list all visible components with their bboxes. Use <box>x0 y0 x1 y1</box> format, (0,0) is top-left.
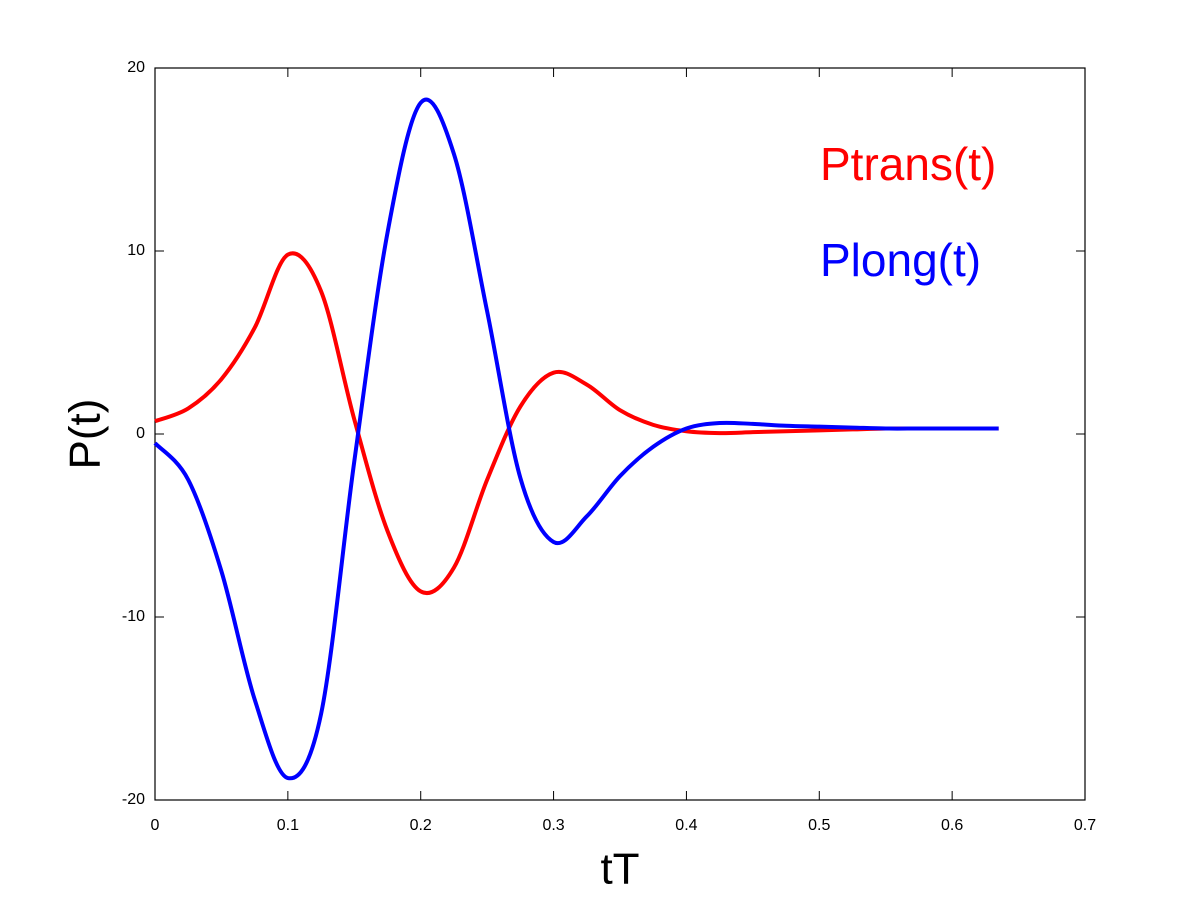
x-tick-label: 0.5 <box>808 817 830 834</box>
line-series <box>154 251 999 595</box>
x-tick-label: 0.7 <box>1074 817 1096 834</box>
x-tick-label: 0 <box>151 817 160 834</box>
y-tick-label: -20 <box>122 791 145 808</box>
x-axis-label: tT <box>600 845 639 894</box>
y-tick-label: 20 <box>127 59 145 76</box>
x-tick-label: 0.1 <box>277 817 299 834</box>
y-tick-label: 10 <box>127 242 145 259</box>
legend-entry: Plong(t) <box>820 234 981 286</box>
y-axis-label: P(t) <box>61 399 110 470</box>
y-tick-label: 0 <box>136 425 145 442</box>
x-tick-label: 0.6 <box>941 817 963 834</box>
y-tick-label: -10 <box>122 608 145 625</box>
legend-entry: Ptrans(t) <box>820 138 996 190</box>
x-tick-label: 0.4 <box>675 817 697 834</box>
x-tick-label: 0.3 <box>542 817 564 834</box>
x-tick-label: 0.2 <box>410 817 432 834</box>
line-series <box>153 97 999 781</box>
